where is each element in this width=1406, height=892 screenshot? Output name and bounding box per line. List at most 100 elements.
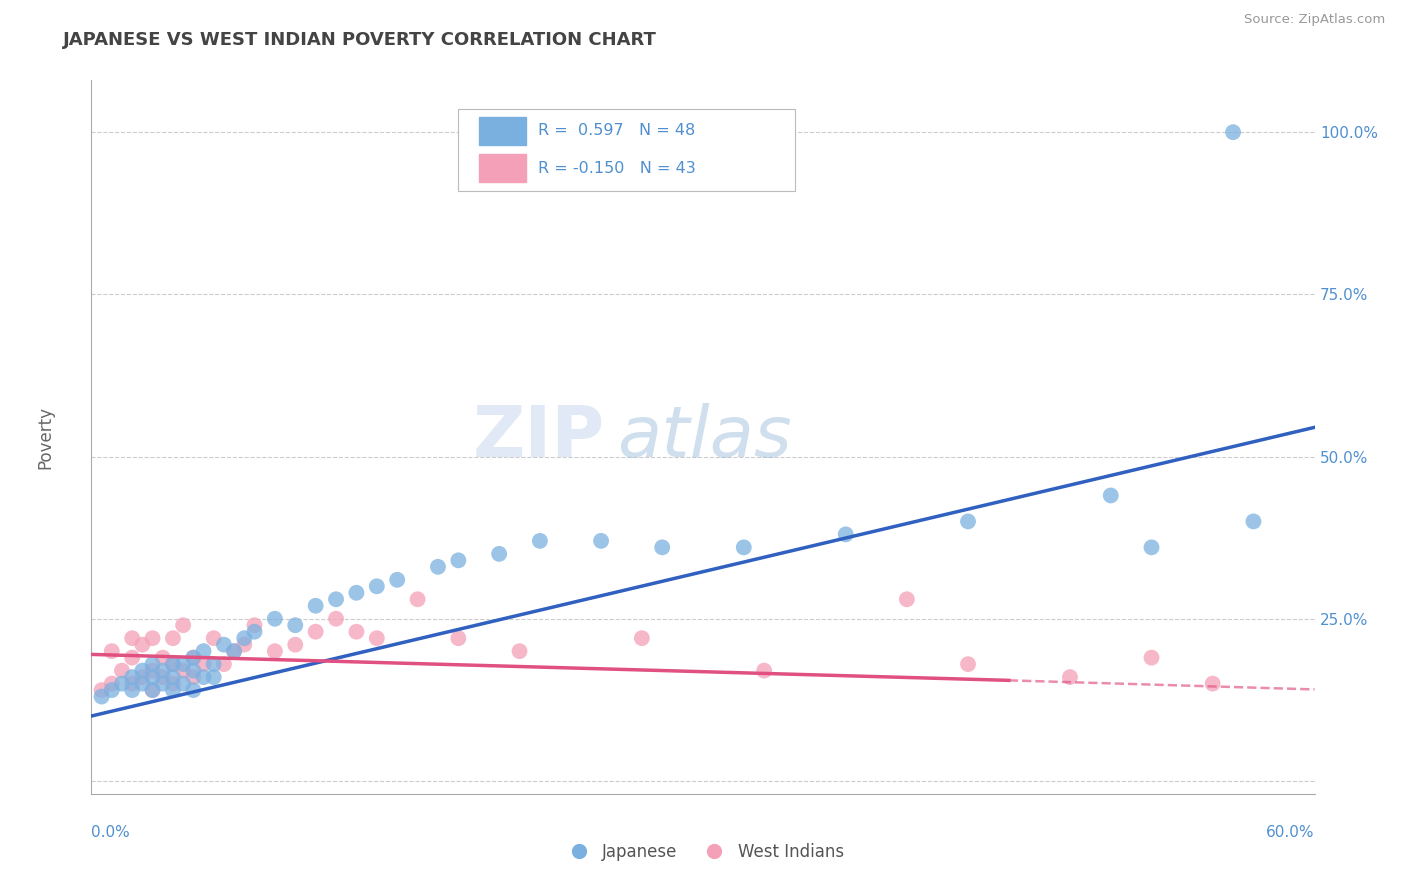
Point — [631, 631, 654, 645]
Point — [202, 631, 225, 645]
Point — [1222, 125, 1244, 139]
Point — [222, 644, 246, 658]
Point — [1202, 676, 1225, 690]
Point — [509, 644, 531, 658]
Point — [325, 592, 347, 607]
Point — [304, 599, 326, 613]
Point — [1140, 650, 1163, 665]
Point — [121, 676, 143, 690]
Point — [162, 631, 184, 645]
Text: 0.0%: 0.0% — [91, 825, 131, 840]
Point — [212, 638, 235, 652]
Point — [222, 644, 246, 658]
Point — [264, 612, 287, 626]
Text: 60.0%: 60.0% — [1267, 825, 1315, 840]
Point — [152, 676, 174, 690]
Point — [162, 683, 184, 698]
Point — [121, 631, 143, 645]
Point — [243, 624, 266, 639]
Point — [243, 618, 266, 632]
Point — [172, 664, 194, 678]
Point — [162, 670, 184, 684]
Point — [183, 650, 205, 665]
Point — [193, 657, 215, 672]
Point — [1140, 541, 1163, 555]
Point — [141, 683, 163, 698]
Point — [193, 644, 215, 658]
Point — [90, 683, 112, 698]
Text: Poverty: Poverty — [37, 406, 53, 468]
Point — [304, 624, 326, 639]
Text: atlas: atlas — [617, 402, 792, 472]
Point — [956, 657, 979, 672]
Point — [385, 573, 409, 587]
Point — [183, 650, 205, 665]
Point — [131, 638, 153, 652]
Point — [193, 670, 215, 684]
Point — [172, 618, 194, 632]
FancyBboxPatch shape — [458, 109, 794, 191]
Text: R = -0.150   N = 43: R = -0.150 N = 43 — [538, 161, 696, 176]
Point — [152, 664, 174, 678]
Point — [162, 657, 184, 672]
Point — [212, 657, 235, 672]
Point — [202, 657, 225, 672]
Text: R =  0.597   N = 48: R = 0.597 N = 48 — [538, 123, 695, 138]
Point — [233, 638, 256, 652]
Point — [325, 612, 347, 626]
Point — [366, 579, 388, 593]
Point — [162, 657, 184, 672]
Point — [488, 547, 510, 561]
Point — [284, 638, 307, 652]
Point — [141, 664, 163, 678]
Legend: Japanese, West Indians: Japanese, West Indians — [555, 837, 851, 868]
Point — [447, 631, 470, 645]
Point — [111, 664, 134, 678]
Point — [141, 683, 163, 698]
Point — [131, 676, 153, 690]
Point — [172, 676, 194, 690]
Point — [1059, 670, 1081, 684]
Point — [896, 592, 918, 607]
Point — [101, 676, 124, 690]
Point — [141, 670, 163, 684]
Point — [183, 664, 205, 678]
Point — [733, 541, 755, 555]
Point — [111, 676, 134, 690]
Point — [172, 657, 194, 672]
Point — [233, 631, 256, 645]
Point — [406, 592, 429, 607]
Point — [427, 559, 450, 574]
Point — [121, 683, 143, 698]
Point — [131, 670, 153, 684]
Point — [90, 690, 112, 704]
Point — [956, 515, 979, 529]
Point — [141, 631, 163, 645]
Point — [1099, 488, 1122, 502]
Point — [202, 670, 225, 684]
Text: Source: ZipAtlas.com: Source: ZipAtlas.com — [1244, 13, 1385, 27]
Point — [131, 664, 153, 678]
Point — [101, 644, 124, 658]
Point — [141, 657, 163, 672]
Point — [121, 650, 143, 665]
Point — [183, 683, 205, 698]
Point — [284, 618, 307, 632]
Point — [264, 644, 287, 658]
Text: JAPANESE VS WEST INDIAN POVERTY CORRELATION CHART: JAPANESE VS WEST INDIAN POVERTY CORRELAT… — [63, 31, 657, 49]
Point — [366, 631, 388, 645]
Point — [121, 670, 143, 684]
FancyBboxPatch shape — [479, 118, 526, 145]
Point — [835, 527, 858, 541]
Point — [162, 676, 184, 690]
Point — [529, 533, 551, 548]
Point — [651, 541, 673, 555]
Point — [1243, 515, 1265, 529]
Point — [754, 664, 776, 678]
Point — [447, 553, 470, 567]
Point — [346, 586, 368, 600]
Text: ZIP: ZIP — [472, 402, 605, 472]
FancyBboxPatch shape — [479, 154, 526, 182]
Point — [591, 533, 613, 548]
Point — [152, 650, 174, 665]
